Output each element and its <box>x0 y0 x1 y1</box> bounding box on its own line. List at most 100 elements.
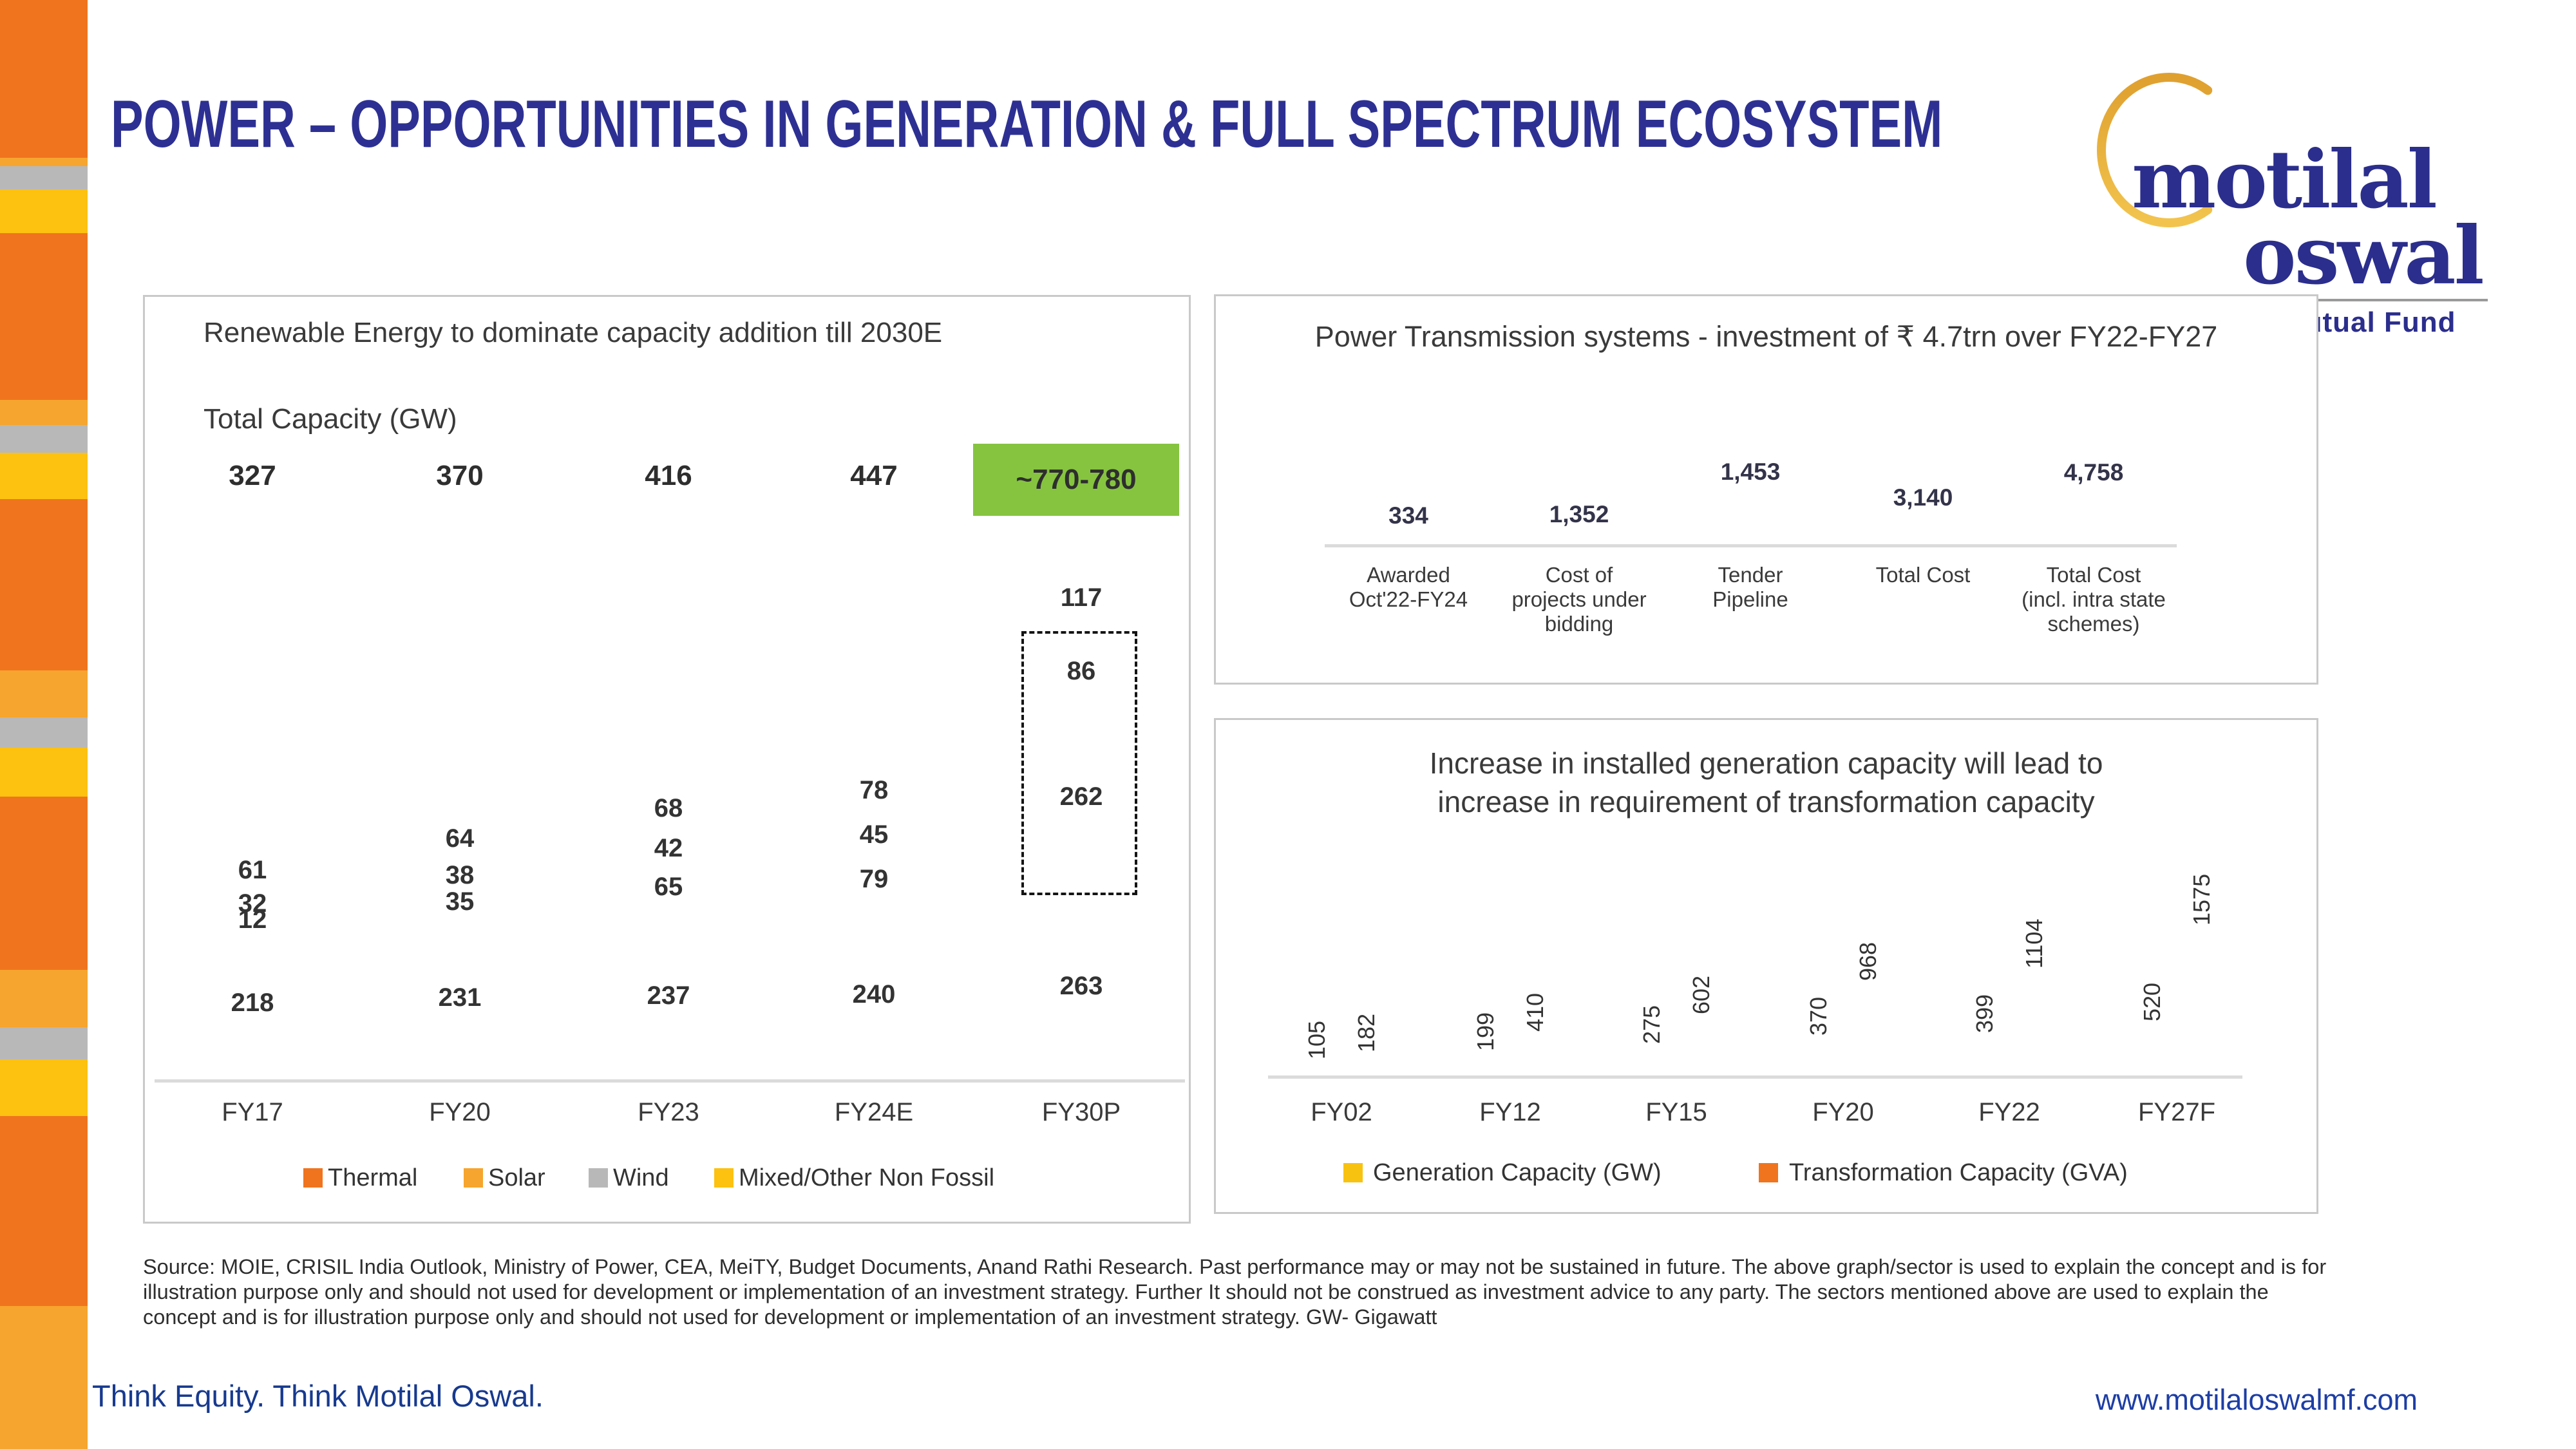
category-label: FY20 <box>1812 1098 1874 1126</box>
waterfall-label-1: 1,352 <box>1549 501 1609 527</box>
category-label: FY27F <box>2137 1098 2216 1126</box>
legend-label-3: Mixed/Other Non Fossil <box>739 1164 995 1191</box>
category-label: FY17 <box>222 1098 283 1126</box>
legend-label-1: Solar <box>488 1164 545 1191</box>
bar-segment-solar-FY20 <box>0 400 88 425</box>
capacity-axis-line <box>155 1079 1185 1083</box>
grouped-bar-vlabel: 275 <box>1638 1005 1665 1044</box>
footer-tagline: Think Equity. Think Motilal Oswal. <box>92 1379 544 1413</box>
page-title: POWER – OPPORTUNITIES IN GENERATION & FU… <box>111 87 1943 162</box>
legend-swatch-2 <box>589 1168 608 1188</box>
source-disclaimer: Source: MOIE, CRISIL India Outlook, Mini… <box>143 1255 2327 1329</box>
transmission-chart-title: Power Transmission systems - investment … <box>1314 320 2218 353</box>
footer-website: www.motilaloswalmf.com <box>2095 1383 2418 1416</box>
category-label: FY23 <box>638 1098 699 1126</box>
logo-circle-icon <box>2097 73 2213 227</box>
bar-segment-thermal-FY20 <box>0 233 88 400</box>
bar-segment-label: 86 <box>1066 657 1096 685</box>
bar-segment-mixed-other-non-fossil-FY17 <box>0 189 88 233</box>
category-label: FY12 <box>1479 1098 1541 1126</box>
logo-text-motilal: motilal <box>2132 133 2438 227</box>
bar-segment-wind-FY20 <box>0 425 88 453</box>
waterfall-label-2: 1,453 <box>1720 459 1781 485</box>
legend-label-0: Thermal <box>328 1164 418 1191</box>
bar-segment-thermal-FY17 <box>0 0 88 158</box>
legend-label-2: Wind <box>613 1164 669 1191</box>
bar-segment-label: 262 <box>1059 782 1103 811</box>
category-label: FY24E <box>834 1098 914 1126</box>
category-label: FY20 <box>429 1098 491 1126</box>
legend-swatch-0 <box>1343 1163 1363 1182</box>
capacity-total: 327 <box>229 460 276 491</box>
bar-segment-label: 45 <box>859 820 889 849</box>
bar-segment-thermal-FY24E <box>0 797 88 970</box>
bar-segment-label: 79 <box>859 865 889 893</box>
transmission-axis-line <box>1325 544 2177 547</box>
grouped-bar-vlabel: 968 <box>1855 942 1881 981</box>
bar-segment-label: 240 <box>852 980 896 1009</box>
bar-segment-label: 42 <box>654 834 683 862</box>
bar-segment-label: 38 <box>445 861 475 889</box>
bar-segment-label: 117 <box>1060 583 1103 612</box>
grouped-bar-vlabel: 602 <box>1688 975 1714 1014</box>
bar-segment-label: 68 <box>654 794 683 822</box>
capacity-total: 370 <box>436 460 484 491</box>
bar-segment-label: 12 <box>238 905 267 934</box>
bar-segment-wind-FY17 <box>0 166 88 189</box>
category-label: Tender Pipeline <box>1712 563 1788 611</box>
bar-segment-label: 263 <box>1059 972 1103 1000</box>
legend-swatch-0 <box>303 1168 323 1188</box>
capacity-total-highlight: ~770-780 <box>973 444 1179 516</box>
waterfall-label-3: 3,140 <box>1893 484 1953 511</box>
bar-segment-thermal-FY30P <box>0 1116 88 1306</box>
category-label: FY02 <box>1311 1098 1372 1126</box>
capacity-chart-subtitle: Total Capacity (GW) <box>204 403 457 435</box>
grouped-bar-vlabel: 399 <box>1971 994 1998 1033</box>
waterfall-label-0: 334 <box>1388 502 1428 529</box>
bar-segment-label: 78 <box>859 776 889 804</box>
bar-segment-mixed-other-non-fossil-FY23 <box>0 748 88 797</box>
grouped-bar-vlabel: 1104 <box>2021 918 2047 969</box>
category-label: FY15 <box>1645 1098 1707 1126</box>
bar-segment-label: 237 <box>647 981 690 1010</box>
transformation-axis-line <box>1268 1075 2242 1079</box>
bar-segment-mixed-other-non-fossil-FY24E <box>0 1059 88 1116</box>
grouped-bar-vlabel: 410 <box>1522 992 1548 1032</box>
bar-segment-thermal-FY23 <box>0 499 88 670</box>
motilal-oswal-logo: motilal oswal Mutual Fund <box>2096 58 2521 338</box>
grouped-bar-vlabel: 182 <box>1353 1013 1379 1052</box>
category-label: Awarded Oct'22-FY24 <box>1349 563 1468 611</box>
bar-segment-label: 65 <box>654 873 683 901</box>
bar-segment-label: 231 <box>438 983 482 1012</box>
bar-segment-label: 218 <box>231 989 274 1017</box>
bar-segment-label: 61 <box>238 856 267 884</box>
grouped-bar-vlabel: 1575 <box>2188 873 2215 925</box>
bar-segment-solar-FY23 <box>0 670 88 717</box>
bar-segment-label: 64 <box>445 824 475 853</box>
grouped-bar-vlabel: 520 <box>2139 982 2165 1021</box>
grouped-bar-vlabel: 105 <box>1303 1020 1330 1059</box>
transformation-chart-panel <box>1214 718 2318 1214</box>
logo-divider <box>2243 299 2488 301</box>
bar-segment-label: 32 <box>238 889 267 918</box>
legend-swatch-1 <box>1759 1163 1778 1182</box>
category-label: Total Cost (incl. intra state schemes) <box>2022 563 2166 636</box>
transformation-chart-title-line2: increase in requirement of transformatio… <box>1437 785 2095 819</box>
logo-text-oswal: oswal <box>2243 209 2485 303</box>
capacity-total: 447 <box>850 460 898 491</box>
grouped-bar-vlabel: 370 <box>1805 996 1832 1036</box>
category-label: Total Cost <box>1875 563 1971 587</box>
grouped-bar-vlabel: 199 <box>1472 1012 1499 1051</box>
bar-segment-mixed-other-non-fossil-FY20 <box>0 453 88 499</box>
bar-segment-wind-FY24E <box>0 1027 88 1059</box>
category-label: Cost of projects under bidding <box>1511 563 1647 636</box>
category-label: FY30P <box>1041 1098 1121 1126</box>
bar-segment-wind-FY23 <box>0 717 88 748</box>
capacity-total: 416 <box>645 460 692 491</box>
fy30p-highlight-dashed-box <box>1021 631 1137 895</box>
bar-segment-solar-FY30P <box>0 1306 88 1449</box>
transformation-chart-title-line1: Increase in installed generation capacit… <box>1429 746 2103 780</box>
legend-swatch-1 <box>464 1168 483 1188</box>
bar-segment-label: 35 <box>445 887 475 916</box>
